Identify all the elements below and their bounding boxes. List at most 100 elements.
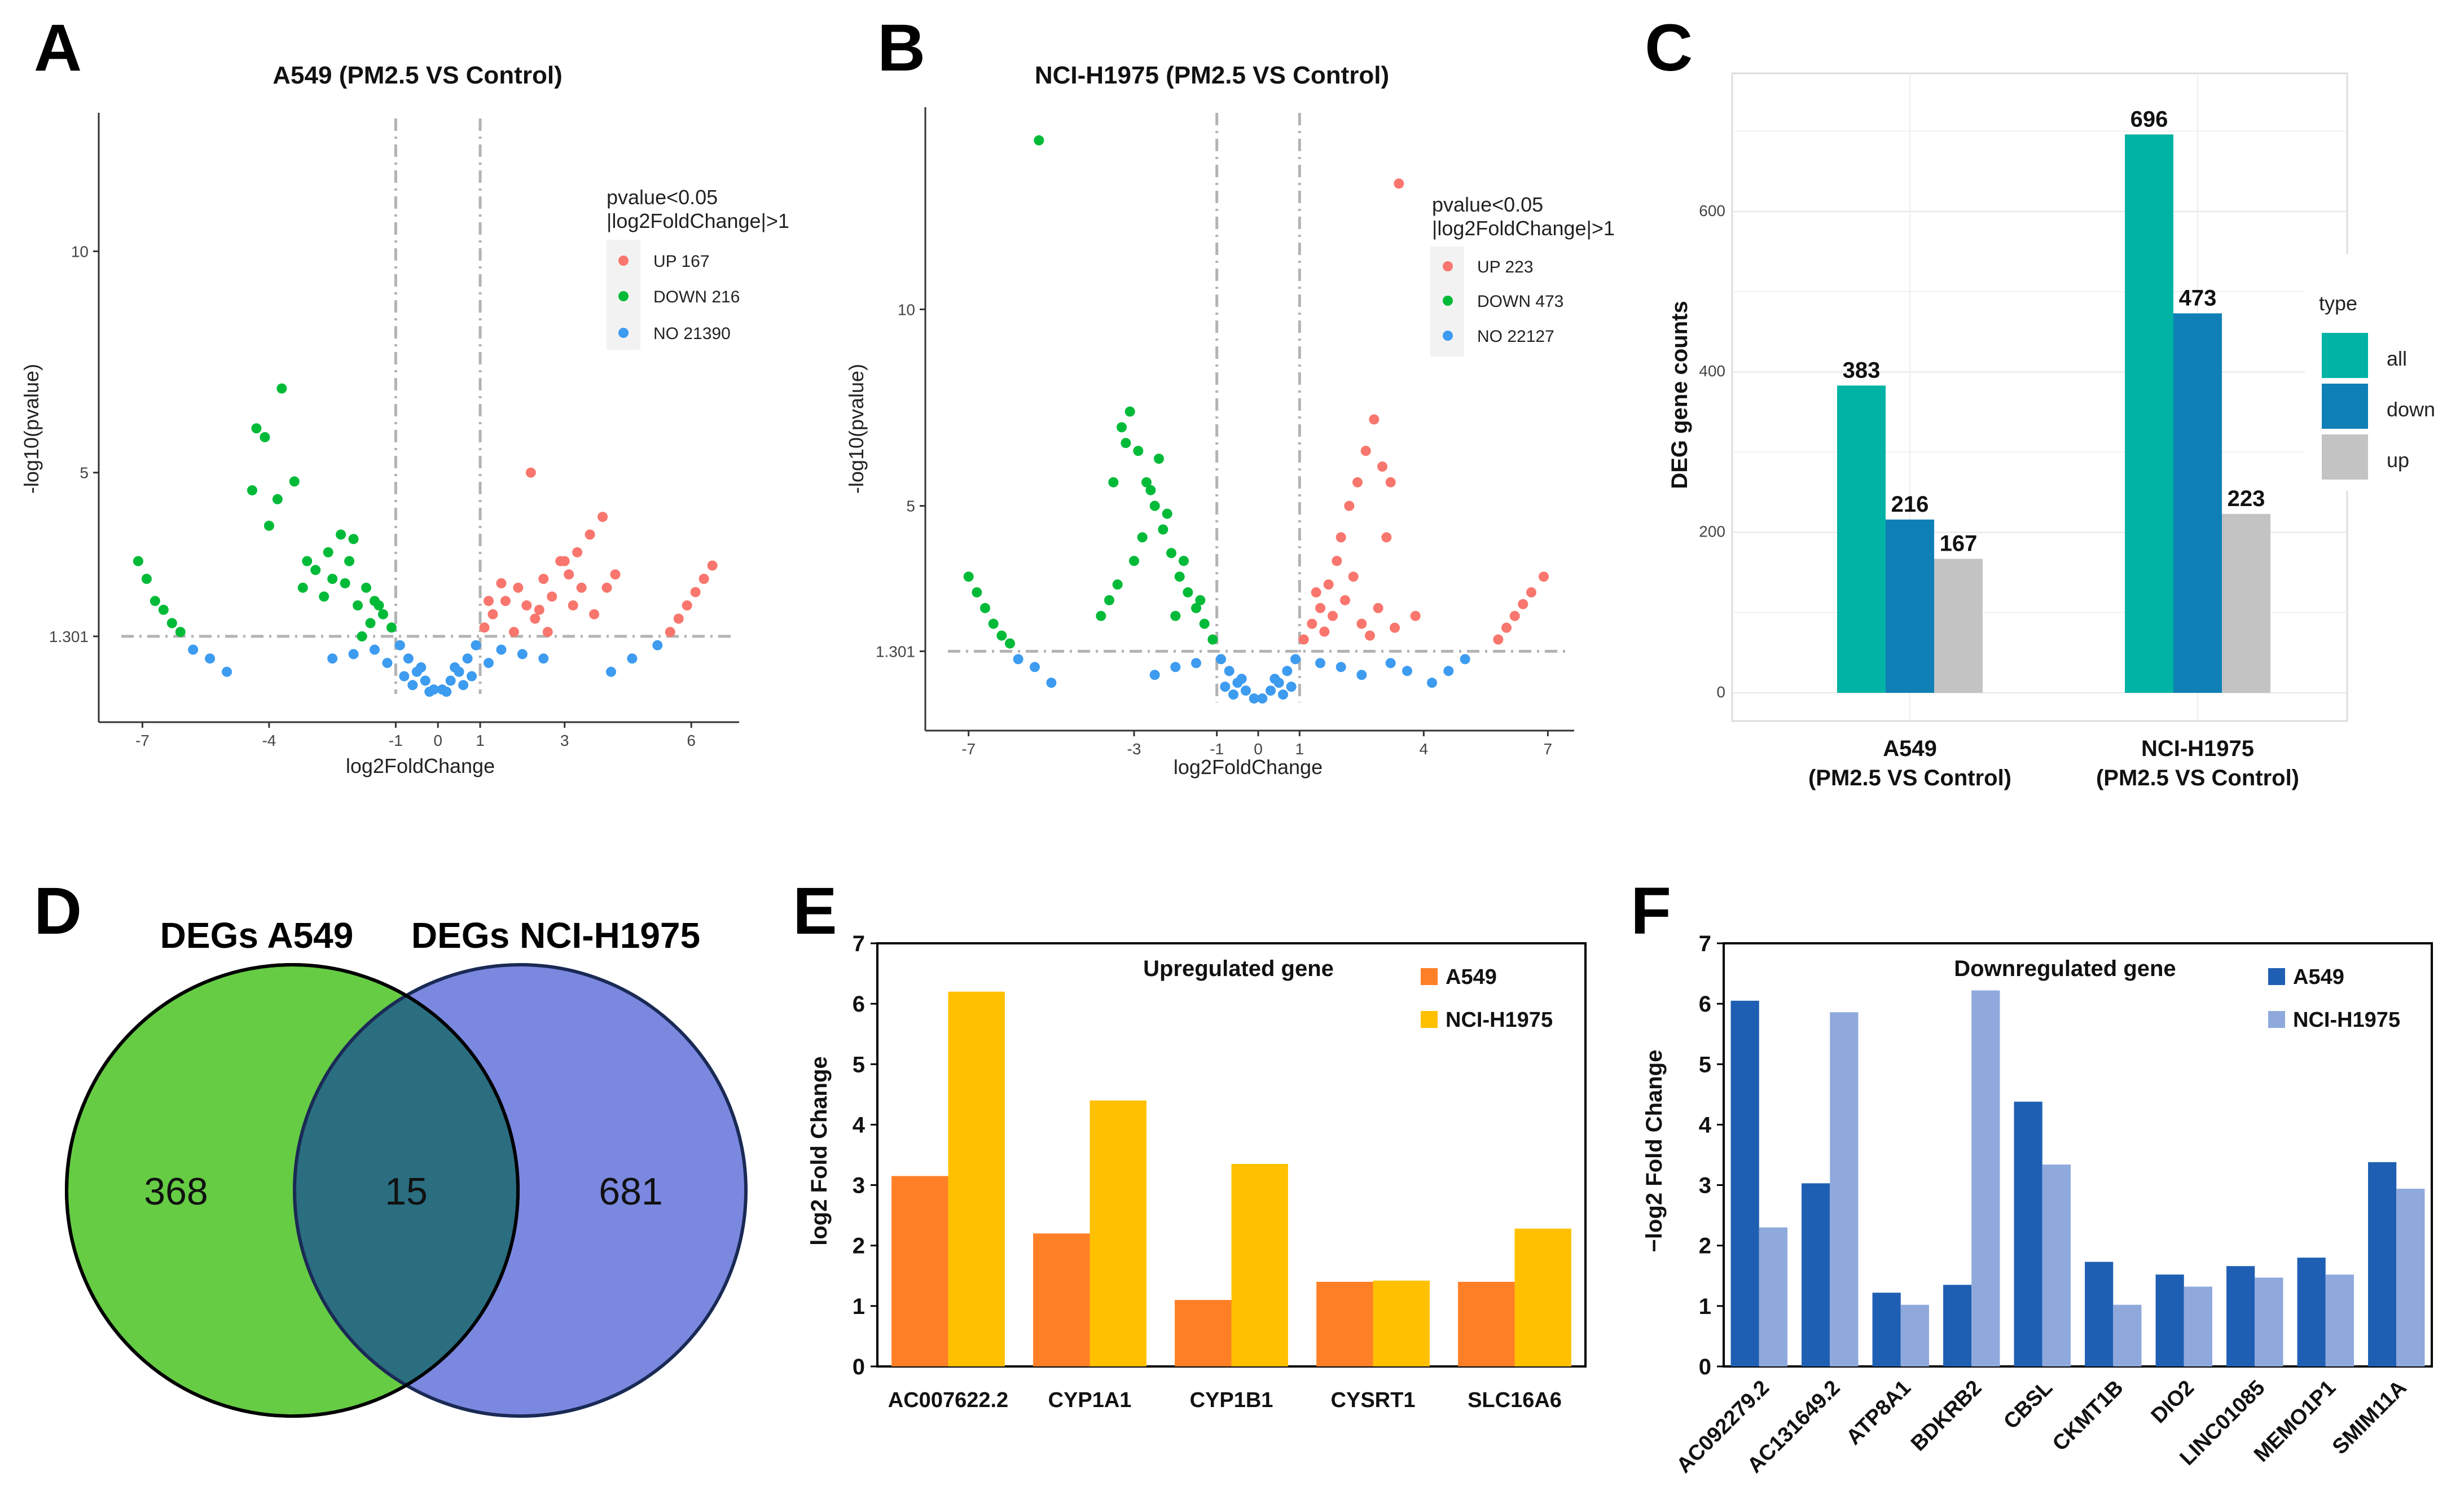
volcano-a-title: A549 (PM2.5 VS Control) (273, 61, 562, 89)
volcB-point-down (1104, 595, 1114, 605)
downregulated-ylabel: −log2 Fold Change (1642, 1050, 1667, 1252)
volcA-point-no (327, 653, 338, 664)
volcB-point-no (1013, 654, 1023, 665)
volcA-point-up (500, 596, 511, 606)
volcano-plot-h1975: NCI-H1975 (PM2.5 VS Control) -log10(pval… (845, 61, 1615, 779)
legend-up-label: up (2387, 449, 2409, 472)
volcB-point-up (1539, 572, 1549, 582)
volcB-point-down (980, 603, 990, 613)
volcB-point-up (1365, 630, 1375, 641)
barE-bar-a549 (1458, 1282, 1515, 1366)
volcA-point-down (251, 423, 262, 434)
volcA-point-down (276, 383, 287, 394)
deg-bar-label: 216 (1891, 492, 1929, 517)
volcA-point-no (416, 662, 427, 673)
volcA-point-down (150, 596, 160, 606)
volcB-point-down (1199, 618, 1210, 629)
volcano-plot-a549: A549 (PM2.5 VS Control) -log10(pvalue) l… (20, 61, 789, 777)
volcB-point-up (1344, 500, 1355, 511)
panel-letter-b: B (877, 11, 925, 85)
volcB-point-no (1224, 666, 1235, 676)
volcano-a-ylabel: -log10(pvalue) (20, 364, 43, 494)
deg-category-label: A549 (1883, 736, 1937, 761)
volcA-point-down (323, 547, 333, 557)
volcB-point-up (1340, 595, 1350, 605)
legend-h1975-swatch (1421, 1011, 1438, 1028)
volcA-point-no (394, 640, 405, 650)
deg-bar-down (2173, 313, 2222, 693)
barF-bar-h1975 (2255, 1277, 2283, 1366)
volcano-a-legend-title-1: pvalue<0.05 (607, 186, 718, 209)
volcA-point-down (319, 591, 330, 602)
volcB-point-no (1266, 685, 1276, 696)
deg-counts-legend-title: type (2319, 292, 2357, 315)
volcB-point-down (1129, 556, 1139, 566)
volcB-point-down (996, 630, 1007, 641)
legend-up-marker (618, 256, 629, 266)
volcA-point-no (484, 658, 494, 669)
volcA-point-no (403, 653, 414, 664)
panel-letter-c: C (1645, 11, 1693, 85)
volcA-point-down (175, 627, 186, 638)
deg-bar-label: 223 (2228, 486, 2265, 511)
volcB-point-up (1390, 622, 1400, 633)
deg-ytick-label: 400 (1699, 362, 1725, 380)
volcA-point-no (407, 680, 418, 691)
volcB-point-down (1195, 595, 1206, 605)
barE-bar-h1975 (948, 991, 1005, 1366)
downregulated-legend: A549 NCI-H1975 (2268, 965, 2400, 1032)
volcB-point-down (1121, 438, 1131, 449)
volcA-point-up (572, 547, 583, 557)
barF-bar-h1975 (2042, 1164, 2071, 1366)
volcB-point-down (1166, 548, 1176, 559)
volcA-xtick-label: 1 (476, 732, 485, 749)
volcB-point-down (972, 587, 982, 597)
volcA-point-down (166, 618, 177, 628)
volcA-point-down (297, 582, 308, 593)
upregulated-gene-chart: Upregulated gene log2 Fold Change 0 1 2 3 4 5… (807, 931, 1587, 1412)
volcB-point-down (963, 572, 974, 582)
barF-bar-a549 (1730, 1000, 1759, 1366)
volcB-point-no (1191, 658, 1201, 669)
legend-a549-swatch (1421, 968, 1438, 985)
legend-down-marker (618, 291, 629, 301)
volcA-point-no (369, 644, 380, 655)
volcB-point-down (1108, 477, 1119, 487)
volcB-point-up (1373, 603, 1383, 613)
volcB-point-up (1518, 599, 1528, 609)
volcB-point-down (1183, 587, 1193, 597)
panel-letter-d: D (34, 874, 82, 948)
barF-bar-a549 (2368, 1162, 2397, 1366)
volcB-point-no (1282, 666, 1293, 676)
volcA-point-up (559, 556, 570, 566)
volcA-xtick-label: -1 (389, 732, 403, 749)
deg-category-sublabel: (PM2.5 VS Control) (2096, 766, 2299, 790)
legend-no-marker (618, 328, 629, 338)
upregulated-ylabel: log2 Fold Change (807, 1056, 832, 1246)
deg-bar-label: 383 (1843, 358, 1881, 383)
volcA-point-down (336, 529, 346, 540)
barE-category-label: CYSRT1 (1331, 1388, 1416, 1412)
volcA-point-down (361, 582, 371, 593)
volcB-point-up (1311, 587, 1321, 597)
barF-bar-a549 (2226, 1266, 2255, 1366)
venn-set-a-title: DEGs A549 (160, 915, 354, 956)
volcA-point-up (534, 604, 544, 615)
volcB-point-up (1315, 603, 1325, 613)
volcB-point-down (1158, 524, 1168, 535)
volcB-point-no (1286, 682, 1297, 692)
volcA-point-no (424, 687, 435, 697)
barF-bar-h1975 (2184, 1286, 2212, 1366)
volcA-point-no (517, 649, 528, 660)
legend-a549-swatch (2268, 968, 2285, 985)
deg-bar-label: 167 (1940, 531, 1978, 556)
barF-bar-a549 (2014, 1101, 2042, 1366)
volcano-b-legend: pvalue<0.05 |log2FoldChange|>1 UP 223 DO… (1430, 193, 1615, 357)
deg-bar-all (1837, 385, 1886, 693)
barE-ytick-label: 0 (853, 1355, 865, 1379)
volcB-point-no (1269, 674, 1280, 684)
volcB-point-no (1170, 662, 1181, 673)
volcA-point-up (690, 587, 701, 597)
volcB-xtick-label: 1 (1295, 740, 1304, 758)
barE-bar-a549 (1033, 1233, 1090, 1366)
